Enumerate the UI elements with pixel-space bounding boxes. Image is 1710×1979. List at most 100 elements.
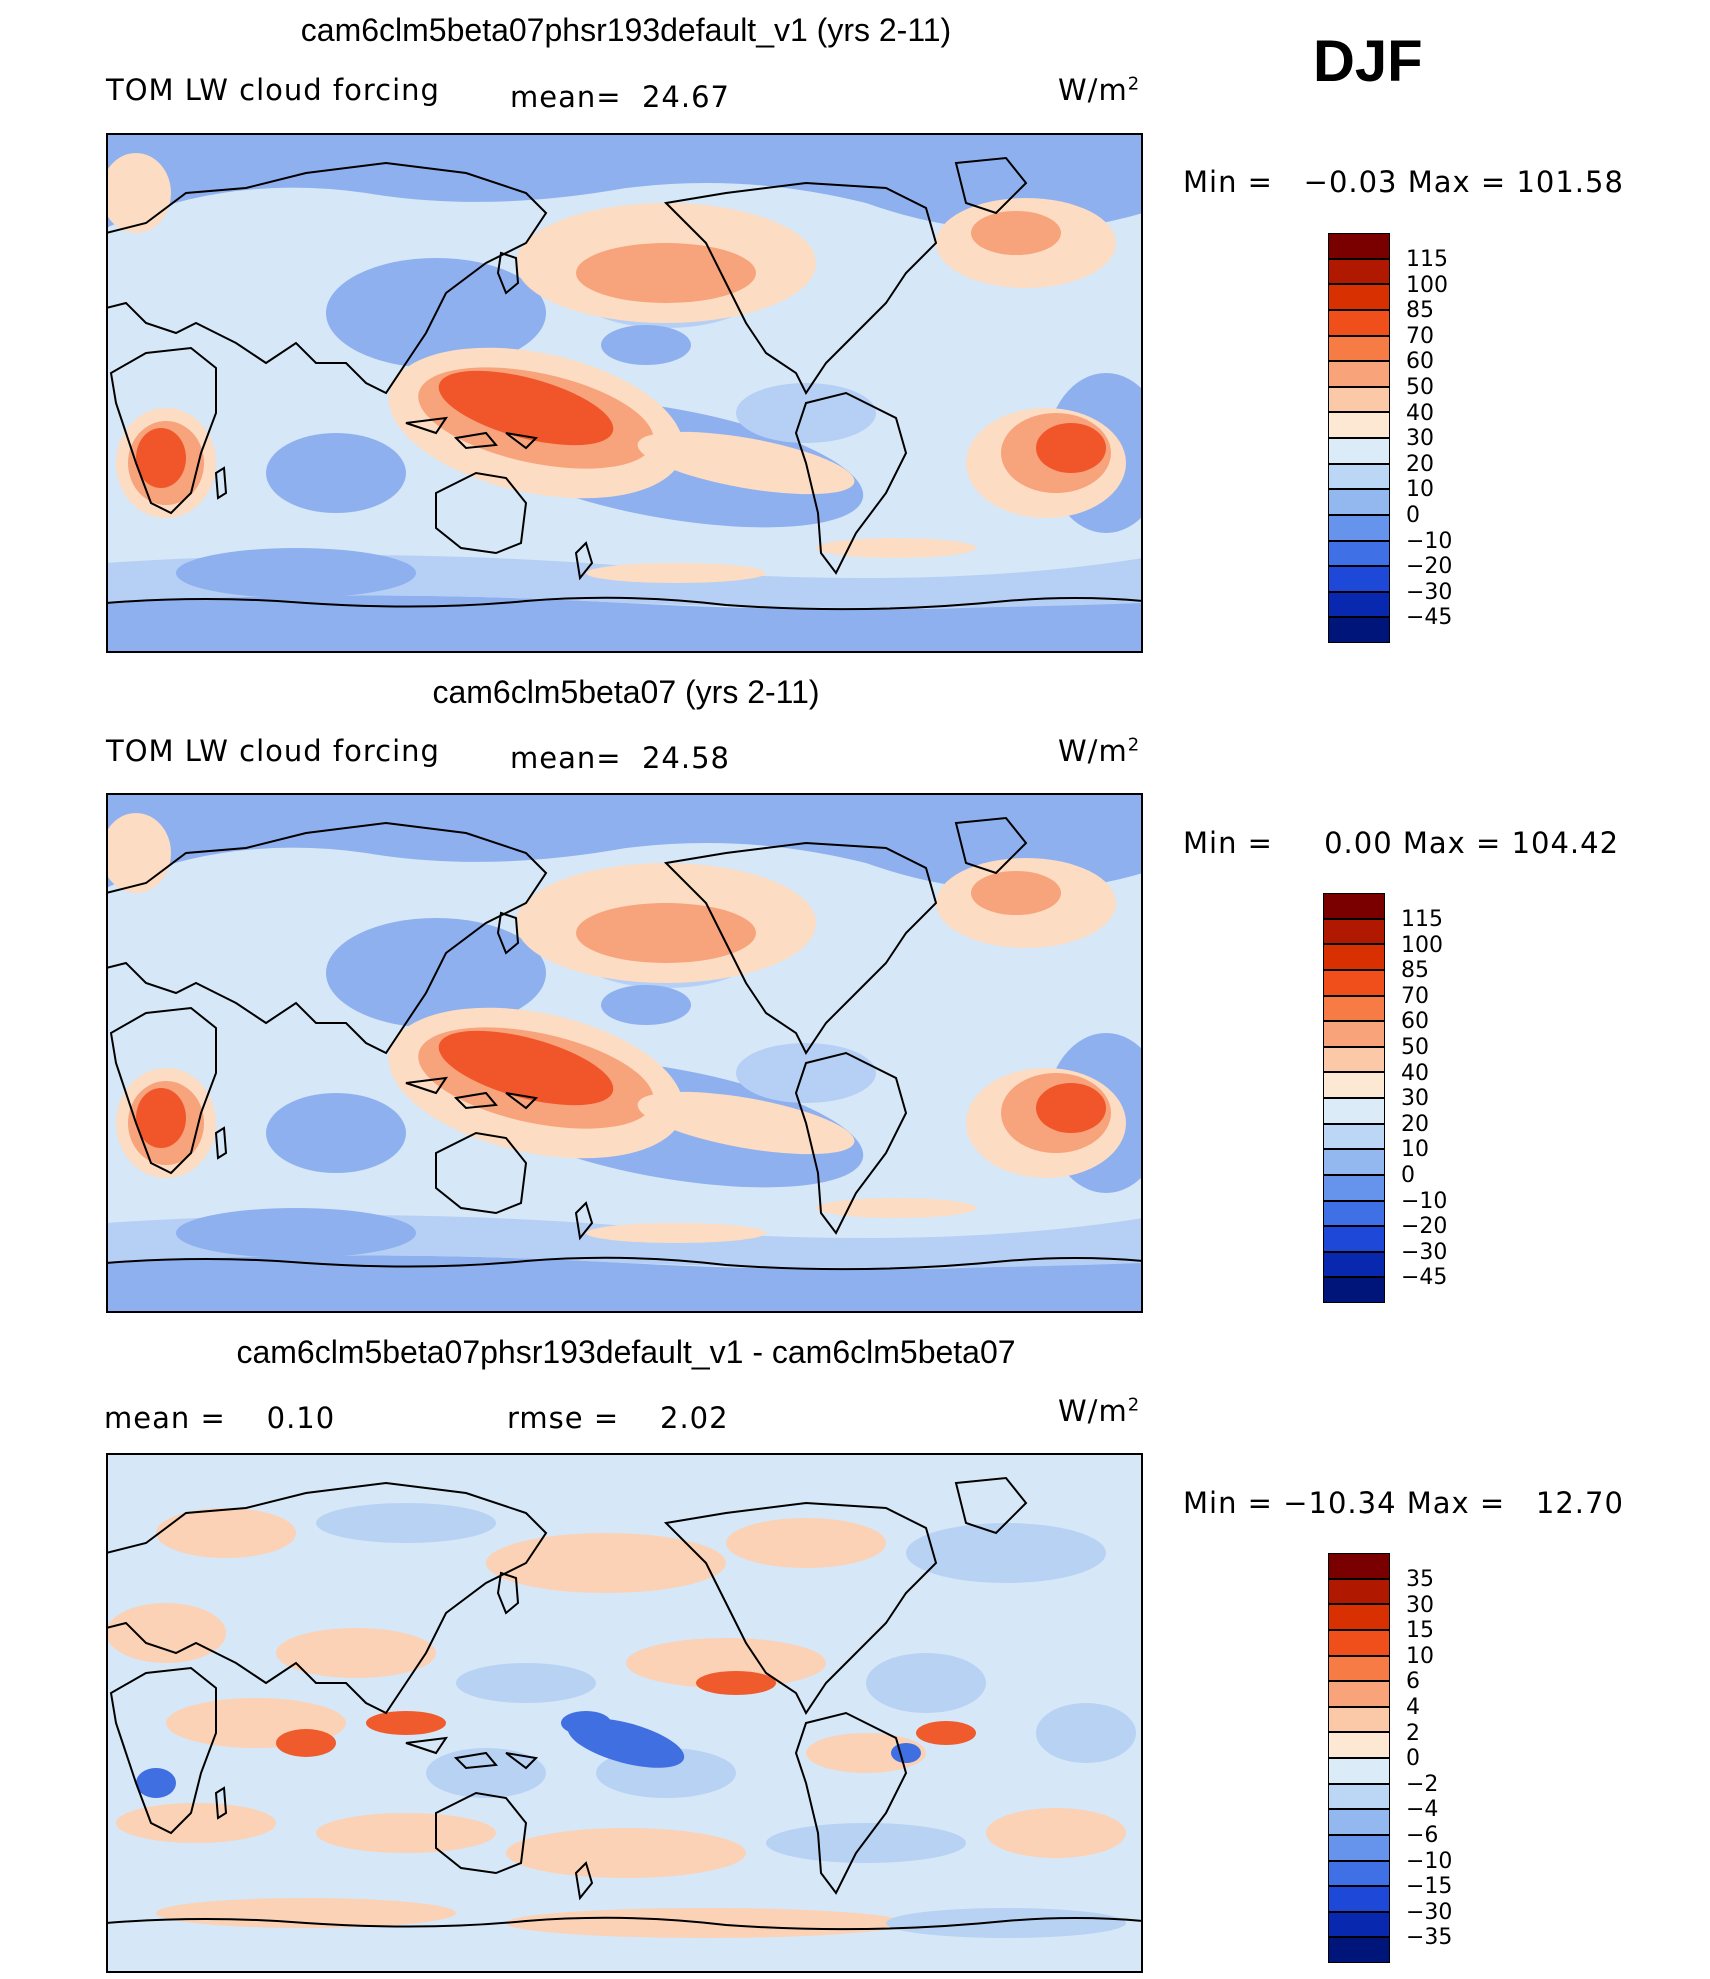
colorbar-swatch	[1328, 1911, 1390, 1938]
colorbar-label: −20	[1406, 554, 1453, 580]
colorbar-swatch	[1328, 463, 1390, 490]
colorbar-swatch	[1328, 233, 1390, 259]
colorbar-swatch	[1328, 386, 1390, 413]
colorbar-swatch	[1328, 1834, 1390, 1861]
coastline	[663, 1501, 938, 1715]
coastline	[106, 1916, 1143, 1931]
colorbar-label: −10	[1406, 528, 1453, 554]
colorbar-label: 60	[1406, 349, 1434, 375]
colorbar-swatch	[1328, 284, 1390, 310]
colorbar-label: 50	[1401, 1034, 1429, 1060]
coastline	[106, 161, 548, 395]
panel-2-mean-label: mean=	[510, 741, 622, 775]
panel-3-rmse-label: rmse =	[507, 1401, 620, 1435]
colorbar-label: 70	[1406, 323, 1434, 349]
panel-2-variable-label: TOM LW cloud forcing	[106, 734, 440, 768]
coastline	[496, 1571, 520, 1615]
panel-1-mean: mean= 24.67	[510, 80, 730, 114]
colorbar-swatch	[1328, 1553, 1390, 1579]
colorbar-swatch	[1328, 1578, 1390, 1605]
panel-3-rmse: rmse = 2.02	[507, 1401, 729, 1435]
colorbar-swatch	[1328, 258, 1390, 285]
coastline	[106, 1481, 548, 1715]
colorbar-label: 115	[1406, 247, 1448, 272]
panel-3-colorbar	[1328, 1553, 1392, 1963]
colorbar-label: −10	[1406, 1848, 1453, 1874]
panel-3-minmax: Min = −10.34 Max = 12.70	[1183, 1486, 1624, 1520]
panel-3-map	[106, 1453, 1143, 1973]
coastline	[106, 1256, 1143, 1271]
coastlines	[106, 816, 1143, 1271]
colorbar-swatch	[1328, 617, 1390, 643]
colorbar-swatch	[1328, 412, 1390, 438]
panel-3-mean-value: 0.10	[266, 1401, 336, 1435]
colorbar-swatch	[1328, 1604, 1390, 1630]
colorbar-swatch	[1323, 1226, 1385, 1252]
colorbar-swatch	[1328, 1732, 1390, 1758]
colorbar-swatch	[1328, 566, 1390, 592]
colorbar-swatch	[1323, 1251, 1385, 1278]
panel-3-min-value: −10.34	[1283, 1486, 1397, 1520]
season-label: DJF	[1313, 29, 1423, 94]
coastline	[405, 1076, 539, 1110]
coastline	[405, 1736, 539, 1770]
colorbar-label: 50	[1406, 374, 1434, 400]
colorbar-swatch	[1323, 1098, 1385, 1124]
colorbar-label: 0	[1401, 1162, 1415, 1188]
colorbar-label: −2	[1406, 1771, 1439, 1797]
colorbar-swatch	[1328, 361, 1390, 387]
colorbar-label: −10	[1401, 1188, 1448, 1214]
map-frame	[106, 793, 1143, 1313]
colorbar-label: 40	[1406, 400, 1434, 426]
colorbar-label: 15	[1406, 1618, 1434, 1644]
coastline	[574, 1201, 594, 1241]
colorbar-swatch	[1328, 1655, 1390, 1682]
coastline	[405, 416, 539, 450]
colorbar-label: 100	[1406, 272, 1448, 298]
coastline	[794, 391, 908, 575]
coastline	[106, 821, 548, 1055]
colorbar-swatch	[1328, 1937, 1390, 1963]
coastline	[496, 911, 520, 955]
panel-1-map	[106, 133, 1143, 653]
colorbar-label: 2	[1406, 1720, 1420, 1746]
colorbar-label: 0	[1406, 1746, 1420, 1772]
coastline	[794, 1051, 908, 1235]
coastline	[435, 1131, 528, 1215]
panel-1-variable-label: TOM LW cloud forcing	[106, 73, 440, 107]
panel-3-mean-label: mean =	[104, 1401, 226, 1435]
coastline	[663, 841, 938, 1055]
colorbar-label: 60	[1401, 1009, 1429, 1035]
panel-3-title: cam6clm5beta07phsr193default_v1 - cam6cl…	[236, 1334, 1016, 1370]
panel-3-rmse-value: 2.02	[660, 1401, 729, 1435]
coastline	[214, 1126, 228, 1160]
colorbar-label: 10	[1406, 1643, 1434, 1669]
coastline	[496, 251, 520, 295]
panel-2-mean: mean= 24.58	[510, 741, 730, 775]
colorbar-label: −30	[1401, 1239, 1448, 1265]
colorbar-label: −45	[1406, 605, 1453, 631]
colorbar-swatch	[1328, 438, 1390, 464]
colorbar-swatch	[1323, 1174, 1385, 1201]
coastline	[574, 541, 594, 581]
coastline	[954, 816, 1028, 875]
panel-2-min-label: Min =	[1183, 826, 1273, 860]
panel-3-colorbar-labels: 35 30 15 10 6 4 2 0 −2 −4 −6 −10 −15 −30 −35	[1406, 1567, 1452, 1951]
colorbar-swatch	[1328, 1629, 1390, 1656]
colorbar-swatch	[1323, 1046, 1385, 1073]
coastline	[109, 1666, 217, 1835]
panel-1-max-label: Max =	[1407, 165, 1507, 199]
colorbar-label: 4	[1406, 1694, 1420, 1720]
panel-3-units-base: W/m	[1058, 1394, 1128, 1428]
coastline	[954, 1476, 1028, 1535]
colorbar-swatch	[1328, 1681, 1390, 1707]
panel-3-mean: mean = 0.10	[104, 1401, 335, 1435]
colorbar-swatch	[1328, 1783, 1390, 1810]
panel-3-max-label: Max =	[1406, 1486, 1506, 1520]
colorbar-swatch	[1328, 335, 1390, 362]
colorbar-swatch	[1323, 1149, 1385, 1175]
panel-1-min-label: Min =	[1183, 165, 1273, 199]
colorbar-label: 30	[1406, 1592, 1434, 1618]
colorbar-label: −6	[1406, 1822, 1439, 1848]
coastlines	[106, 156, 1143, 611]
